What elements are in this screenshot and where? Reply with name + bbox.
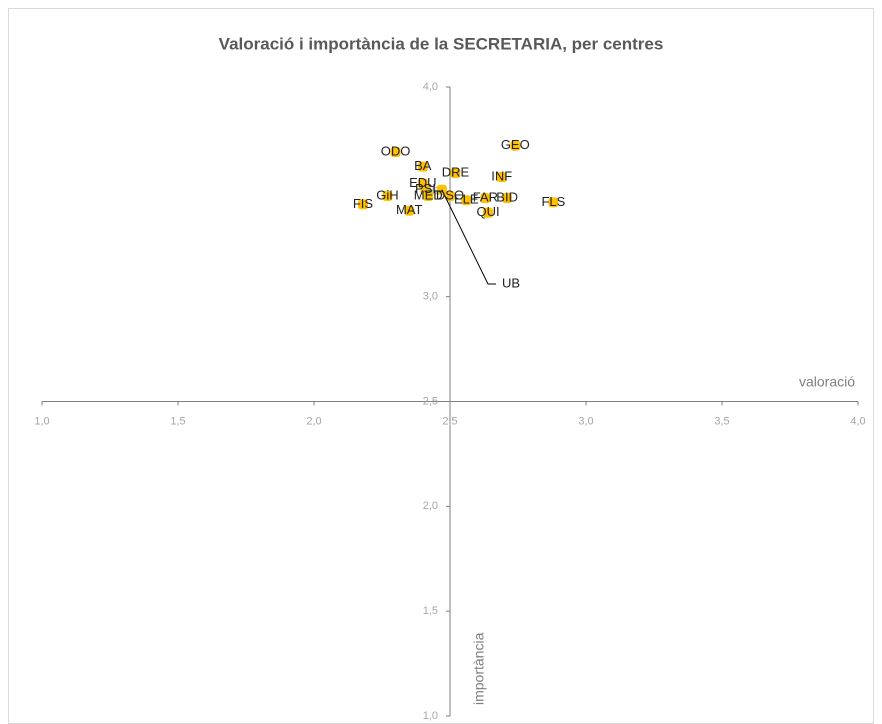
- point: [480, 193, 491, 204]
- point-label: BID: [496, 190, 518, 205]
- x-axis-label: valoració: [799, 374, 855, 390]
- point-label: GiH: [376, 187, 398, 202]
- x-tick-label: 2,0: [306, 415, 321, 427]
- point: [461, 195, 472, 206]
- point: [548, 197, 559, 208]
- point-label: ELE: [454, 192, 479, 207]
- point-label: DRE: [442, 164, 470, 179]
- point: [417, 161, 428, 172]
- point-label: UB: [502, 275, 520, 290]
- y-tick-label: 2,0: [423, 500, 438, 512]
- point-label: PSI: [415, 181, 436, 196]
- point-label: MAT: [396, 202, 423, 217]
- point: [496, 172, 507, 183]
- point-label: FAR: [473, 190, 498, 205]
- point-label: BA: [414, 158, 432, 173]
- point: [404, 205, 415, 216]
- x-tick-label: 3,0: [578, 415, 593, 427]
- y-tick-label: 2,5: [423, 395, 438, 407]
- y-axis-label: importància: [471, 632, 487, 705]
- point: [390, 146, 401, 157]
- point: [445, 191, 455, 202]
- x-tick-label: 1,5: [170, 415, 185, 427]
- x-tick-label: 4,0: [850, 415, 865, 427]
- point: [382, 191, 393, 202]
- chart-frame: [8, 8, 874, 724]
- y-tick-label: 1,0: [423, 710, 438, 722]
- leader-line: [441, 189, 496, 285]
- point: [357, 199, 368, 210]
- point-label: EDU: [409, 175, 436, 190]
- point-label: ODO: [381, 143, 411, 158]
- x-tick-label: 2,5: [442, 415, 457, 427]
- point-label: FIS: [353, 196, 374, 211]
- chart-title: Valoració i importància de la SECRETARIA…: [219, 34, 664, 53]
- y-tick-label: 3,0: [423, 291, 438, 303]
- x-tick-label: 1,0: [34, 415, 49, 427]
- point-label: MED: [414, 187, 443, 202]
- point: [423, 191, 434, 202]
- point: [450, 167, 461, 178]
- y-tick-label: 1,5: [423, 605, 438, 617]
- x-tick-label: 3,5: [714, 415, 729, 427]
- point: [483, 207, 494, 218]
- point: [502, 193, 513, 204]
- point: [510, 140, 521, 151]
- point-label: QUI: [477, 204, 500, 219]
- point-label: FLS: [541, 194, 565, 209]
- y-tick-label: 4,0: [423, 81, 438, 93]
- point-label: GEO: [501, 137, 530, 152]
- point-label: INF: [491, 169, 512, 184]
- point-label: DSO: [436, 187, 464, 202]
